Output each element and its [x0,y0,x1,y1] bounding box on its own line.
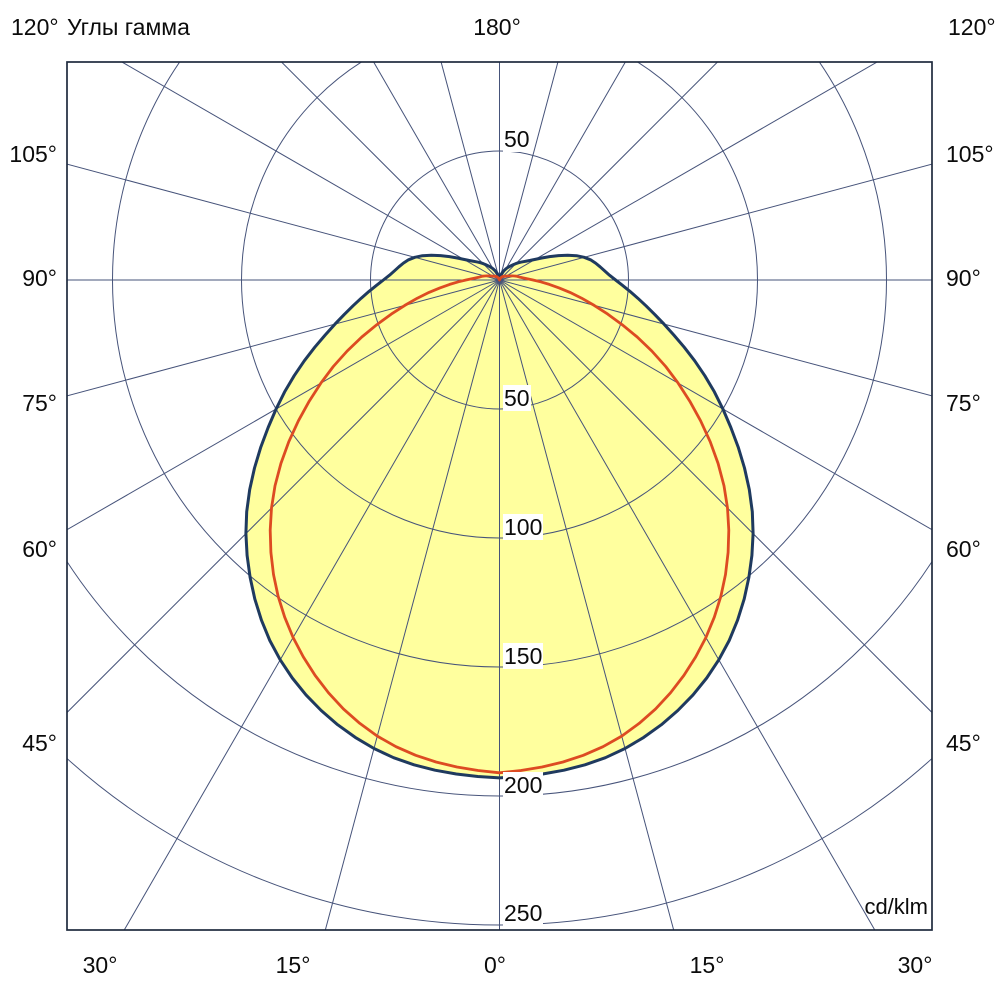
radial-tick-label-250: 250 [503,900,544,926]
left-angle-label-60: 60° [2,536,58,562]
left-angle-label-90: 90° [2,265,58,291]
radial-tick-label-150: 150 [503,643,544,669]
radial-tick-label-top-50: 50 [503,126,531,152]
bottom-angle-label-15-left: 15° [274,952,312,978]
bottom-angle-label-30-right: 30° [896,952,934,978]
bottom-angle-label-15-right: 15° [688,952,726,978]
left-angle-label-105: 105° [2,141,58,167]
corner-angle-label-top-right: 120° [947,14,997,40]
right-angle-label-90: 90° [945,265,1000,291]
right-angle-label-105: 105° [945,141,1000,167]
chart-title: Углы гамма [66,14,191,40]
radial-tick-label-200: 200 [503,772,544,798]
right-angle-label-75: 75° [945,390,1000,416]
top-angle-label-180: 180° [472,14,522,40]
right-angle-label-45: 45° [945,730,1000,756]
bottom-angle-label-30-left: 30° [81,952,119,978]
radial-units-label: cd/klm [864,894,928,919]
bottom-angle-label-0: 0° [483,952,507,978]
radial-tick-label-50: 50 [503,385,531,411]
left-angle-label-75: 75° [2,390,58,416]
corner-angle-label-top-left: 120° [10,14,60,40]
left-angle-label-45: 45° [2,730,58,756]
right-angle-label-60: 60° [945,536,1000,562]
radial-tick-label-100: 100 [503,514,544,540]
